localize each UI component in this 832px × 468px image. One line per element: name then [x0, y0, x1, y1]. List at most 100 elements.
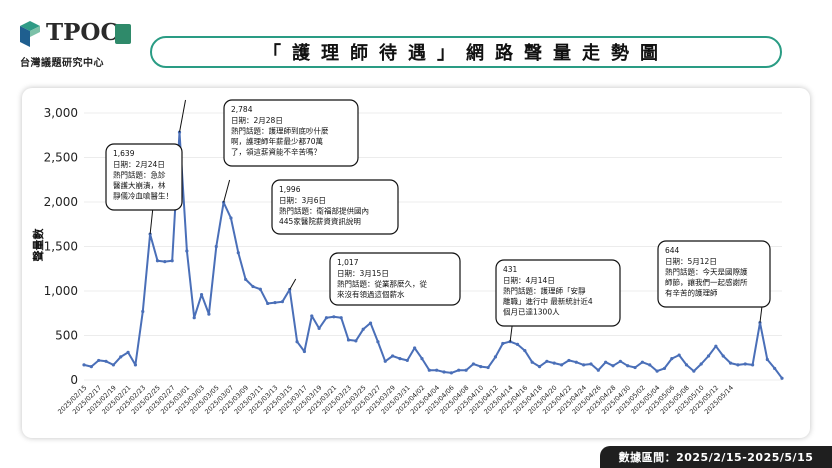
callout-value: 2,784	[231, 105, 253, 114]
data-point	[515, 342, 520, 346]
data-point	[721, 354, 725, 358]
logo-stamp-icon	[115, 24, 131, 44]
data-point	[170, 259, 174, 263]
data-point	[111, 363, 115, 367]
callout-box	[105, 143, 183, 211]
data-point	[420, 357, 424, 361]
data-point	[648, 363, 652, 367]
data-point	[339, 316, 343, 320]
callout-value: 644	[665, 246, 680, 255]
callout-leader	[179, 99, 187, 133]
data-point	[295, 340, 299, 344]
callout-text: 了，領這薪資能不辛苦嗎？	[231, 147, 321, 157]
data-point	[765, 357, 769, 362]
callout-box	[495, 259, 621, 327]
callout-text: 日期：4月14日	[503, 276, 555, 285]
callout-text: 日期：3月15日	[337, 269, 389, 278]
y-tick-label: 500	[55, 329, 78, 343]
y-tick-label: 1,500	[44, 240, 78, 254]
y-axis-label: 聲量數	[31, 229, 45, 262]
data-point	[133, 363, 138, 367]
y-tick-label: 0	[70, 373, 78, 387]
callout-text: 445家醫院薪資資訊說明	[279, 216, 361, 226]
data-point	[119, 355, 123, 359]
data-point	[236, 251, 240, 255]
data-point	[324, 316, 329, 320]
data-point	[751, 363, 755, 367]
data-point	[405, 358, 409, 363]
data-point	[589, 362, 593, 366]
callout-text: 個月已達1300人	[503, 307, 560, 317]
data-point	[677, 353, 681, 357]
data-point	[214, 244, 218, 249]
data-point	[354, 339, 358, 343]
data-point	[604, 360, 608, 364]
callout-text: 日期：2月24日	[113, 160, 165, 169]
callout-text: 熱門話題：護理師到底吵什麼	[231, 126, 329, 136]
data-point	[413, 346, 417, 350]
data-point	[229, 216, 233, 220]
title-banner: 「護理師待遇」網路聲量走勢圖	[150, 36, 782, 68]
data-point	[493, 355, 498, 359]
callout-box	[223, 99, 359, 167]
data-point	[471, 362, 476, 366]
data-point	[780, 376, 784, 380]
callout-text: 來沒有領過這個薪水	[337, 289, 405, 299]
data-point	[501, 341, 505, 346]
data-point	[398, 357, 402, 361]
callout-box	[271, 179, 399, 235]
data-point	[479, 365, 483, 369]
data-point	[310, 314, 314, 318]
data-point	[670, 357, 674, 361]
data-point	[773, 366, 777, 371]
callout-text: 醫護大崩潰，林	[113, 180, 166, 190]
data-point	[457, 368, 461, 372]
data-point	[361, 327, 365, 331]
chart-card: 0 500 1,000 1,500 2,000 2,500 3,000 聲量數 2025/0…	[22, 88, 810, 438]
data-point	[266, 301, 270, 306]
data-point	[692, 369, 696, 373]
data-point	[89, 365, 93, 369]
date-range-text: 數據區間：2025/2/15-2025/5/15	[618, 451, 814, 464]
data-point	[185, 249, 189, 253]
y-tick-label: 2,500	[44, 151, 78, 165]
callout-box	[657, 240, 771, 308]
data-point	[633, 365, 637, 370]
data-point	[486, 365, 490, 370]
callout-text: 靜儀冷血嗆醫生！	[113, 191, 173, 201]
data-point	[545, 359, 549, 363]
callout-leader	[289, 278, 297, 290]
logo-subtitle: 台灣議題研究中心	[20, 58, 104, 69]
data-point	[743, 362, 747, 366]
callout-text: 有辛苦的護理師	[665, 288, 718, 298]
data-point	[258, 287, 262, 291]
callout-text: 日期：5月12日	[665, 257, 717, 266]
data-point	[376, 340, 380, 344]
data-point	[706, 354, 711, 358]
callout-value: 431	[503, 265, 518, 274]
data-point	[523, 349, 527, 353]
data-point	[618, 359, 622, 363]
y-tick-label: 2,000	[44, 195, 78, 209]
y-tick-label: 1,000	[44, 284, 78, 298]
data-point	[317, 326, 321, 330]
data-point	[155, 259, 160, 263]
data-point	[464, 368, 468, 372]
data-point	[728, 361, 733, 365]
data-point	[684, 363, 689, 367]
header: TPOC 台灣議題研究中心 「護理師待遇」網路聲量走勢圖	[0, 0, 832, 80]
data-point	[537, 365, 542, 369]
callout-text: 熱門話題：從業那麼久，從	[337, 279, 427, 289]
callout-text: 熱門話題：護理師「安靜	[503, 286, 586, 296]
data-point	[559, 363, 564, 367]
data-point	[251, 284, 255, 289]
data-point	[244, 277, 248, 282]
data-point	[141, 309, 145, 314]
data-point	[626, 364, 630, 368]
callout-value: 1,639	[113, 149, 135, 158]
data-point	[163, 260, 167, 264]
annotation-callout: 2,784 日期：2月28日熱門話題：護理師到底吵什麼啊，護理師年薪最少都70萬了…	[179, 99, 359, 167]
